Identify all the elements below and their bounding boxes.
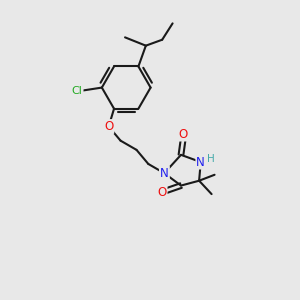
Text: O: O xyxy=(179,128,188,140)
Text: O: O xyxy=(104,120,113,133)
Text: H: H xyxy=(207,154,215,164)
Text: N: N xyxy=(160,167,169,180)
Text: Cl: Cl xyxy=(72,85,83,96)
Text: N: N xyxy=(196,155,205,169)
Text: N: N xyxy=(160,167,169,180)
Text: O: O xyxy=(157,186,167,199)
